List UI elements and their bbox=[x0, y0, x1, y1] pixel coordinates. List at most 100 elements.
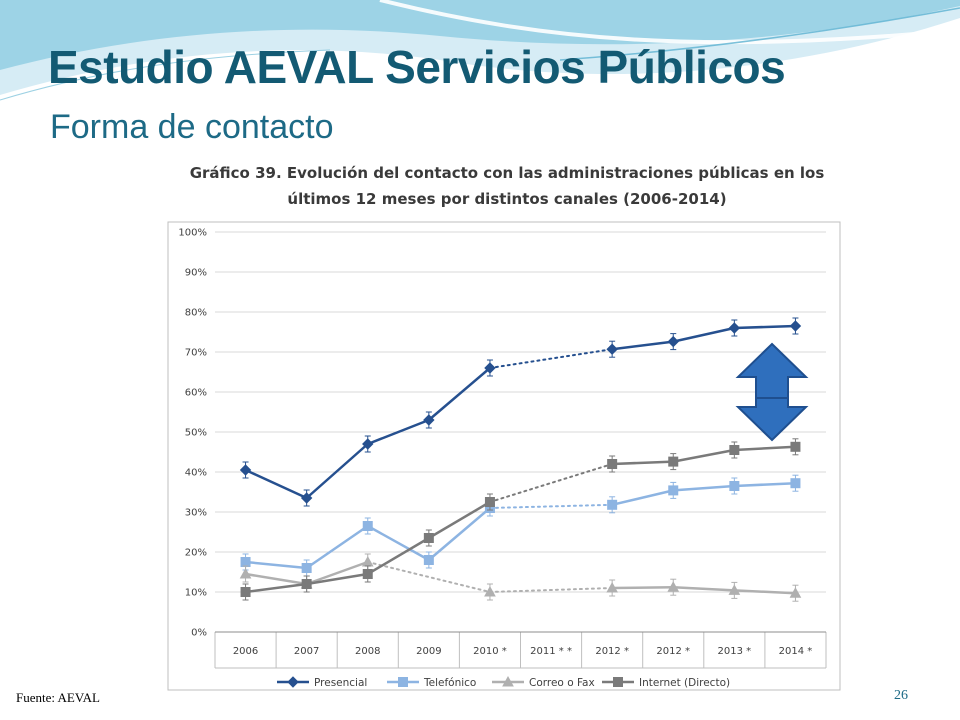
series-telef-nico-segment bbox=[733, 481, 797, 488]
y-tick-label: 20% bbox=[185, 548, 207, 559]
series-correo-o-fax-point bbox=[667, 581, 680, 592]
x-tick-label: 2010 * bbox=[473, 646, 507, 657]
series-telef-nico-segment bbox=[488, 503, 614, 509]
legend-presencial-marker bbox=[287, 676, 299, 688]
series-telef-nico-segment bbox=[366, 524, 431, 562]
series-presencial-point bbox=[667, 335, 679, 348]
series-internet-directo-segment bbox=[305, 572, 369, 586]
series-presencial-point bbox=[300, 492, 313, 504]
chart-title-line-1: Gráfico 39. Evolución del contacto con l… bbox=[189, 164, 825, 182]
legend-correo-o-fax-label: Correo o Fax bbox=[529, 677, 595, 689]
source-note: Fuente: AEVAL bbox=[16, 690, 100, 705]
series-correo-o-fax-segment bbox=[672, 585, 736, 592]
y-tick-label: 10% bbox=[185, 588, 207, 599]
y-tick-label: 70% bbox=[185, 348, 207, 359]
series-internet-directo-point bbox=[423, 533, 434, 543]
y-tick-label: 40% bbox=[185, 468, 207, 479]
chart-title: Gráfico 39. Evolución del contacto con l… bbox=[162, 160, 852, 212]
wave-mid bbox=[0, 0, 960, 70]
series-telef-nico-point bbox=[240, 557, 251, 567]
series-presencial-segment bbox=[366, 418, 431, 446]
series-telef-nico-point bbox=[790, 478, 801, 489]
series-presencial-point bbox=[484, 362, 496, 374]
wave-accent-line bbox=[559, 7, 960, 61]
series-internet-directo-segment bbox=[610, 460, 675, 466]
x-tick-label: 2006 bbox=[233, 646, 258, 657]
series-correo-o-fax-point bbox=[239, 567, 252, 579]
series-presencial-point bbox=[728, 322, 741, 334]
x-tick-label: 2014 * bbox=[779, 646, 813, 657]
series-correo-o-fax-point bbox=[728, 584, 741, 595]
x-tick-label: 2011 * * bbox=[530, 646, 572, 657]
series-internet-directo-segment bbox=[733, 445, 797, 452]
chart-frame bbox=[167, 221, 841, 691]
series-telef-nico-point bbox=[423, 555, 434, 565]
double-arrow-shape bbox=[735, 342, 809, 442]
series-correo-o-fax-point bbox=[606, 581, 618, 593]
series-correo-o-fax-segment bbox=[733, 589, 797, 595]
series-correo-o-fax-point bbox=[484, 585, 496, 597]
y-tick-label: 0% bbox=[191, 628, 207, 639]
series-presencial-segment bbox=[305, 442, 369, 500]
series-presencial-segment bbox=[672, 326, 736, 343]
y-tick-label: 50% bbox=[185, 428, 207, 439]
y-tick-label: 90% bbox=[185, 268, 207, 279]
series-presencial-point bbox=[606, 343, 618, 355]
x-tick-label: 2012 * bbox=[595, 646, 629, 657]
series-correo-o-fax-segment bbox=[488, 587, 614, 593]
page-number: 26 bbox=[894, 688, 908, 703]
series-internet-directo-point bbox=[607, 459, 618, 469]
series-correo-o-fax-segment bbox=[305, 560, 369, 586]
chart-title-line-2: últimos 12 meses por distintos canales (… bbox=[287, 190, 727, 208]
series-telef-nico-segment bbox=[427, 506, 492, 562]
series-telef-nico-point bbox=[301, 563, 312, 573]
series-correo-o-fax-segment bbox=[366, 561, 491, 593]
header-wave-decoration bbox=[0, 0, 960, 101]
series-presencial-point bbox=[362, 438, 374, 450]
series-telef-nico-segment bbox=[244, 560, 308, 570]
x-tick-label: 2012 * bbox=[656, 646, 690, 657]
series-presencial-point bbox=[239, 464, 252, 476]
series-telef-nico-point bbox=[607, 499, 618, 510]
y-tick-label: 80% bbox=[185, 308, 207, 319]
series-telef-nico-segment bbox=[610, 489, 675, 507]
series-internet-directo-point bbox=[362, 569, 373, 579]
series-presencial-segment bbox=[610, 340, 675, 351]
series-internet-directo-segment bbox=[366, 536, 431, 576]
double-arrow-vertical-icon bbox=[735, 342, 809, 442]
series-presencial-segment bbox=[244, 468, 308, 500]
series-telef-nico-segment bbox=[672, 484, 736, 492]
legend-telef-nico-marker bbox=[398, 677, 408, 687]
wave-white-stroke bbox=[379, 0, 960, 45]
series-internet-directo-point bbox=[301, 579, 312, 589]
series-internet-directo-segment bbox=[427, 500, 492, 540]
series-presencial-point bbox=[423, 414, 435, 426]
series-presencial-point bbox=[789, 320, 802, 332]
series-internet-directo-point bbox=[790, 441, 801, 452]
x-tick-label: 2009 bbox=[416, 646, 441, 657]
wave-left-line bbox=[0, 49, 331, 101]
series-internet-directo-segment bbox=[244, 582, 308, 594]
legend-correo-o-fax-marker bbox=[502, 675, 514, 687]
series-correo-o-fax-segment bbox=[244, 572, 308, 586]
series-presencial-segment bbox=[733, 324, 797, 330]
series-presencial-segment bbox=[427, 366, 492, 422]
slide-subtitle: Forma de contacto bbox=[50, 108, 334, 146]
series-internet-directo-point bbox=[240, 587, 251, 597]
x-tick-label: 2007 bbox=[294, 646, 319, 657]
series-telef-nico-point bbox=[668, 485, 679, 496]
legend-internet-directo-label: Internet (Directo) bbox=[639, 677, 730, 689]
series-internet-directo-point bbox=[484, 497, 495, 507]
series-correo-o-fax-point bbox=[789, 587, 802, 598]
series-internet-directo-point bbox=[729, 445, 740, 455]
legend-internet-directo-marker bbox=[613, 677, 623, 687]
x-tick-label: 2013 * bbox=[718, 646, 752, 657]
series-telef-nico-segment bbox=[305, 524, 369, 570]
legend-telef-nico-label: Telefónico bbox=[423, 677, 476, 689]
x-tick-label: 2008 bbox=[355, 646, 380, 657]
series-internet-directo-point bbox=[668, 456, 679, 467]
chart-card: Gráfico 39. Evolución del contacto con l… bbox=[162, 154, 852, 694]
series-telef-nico-point bbox=[362, 521, 373, 531]
y-tick-label: 100% bbox=[178, 228, 207, 239]
series-internet-directo-segment bbox=[672, 448, 736, 463]
